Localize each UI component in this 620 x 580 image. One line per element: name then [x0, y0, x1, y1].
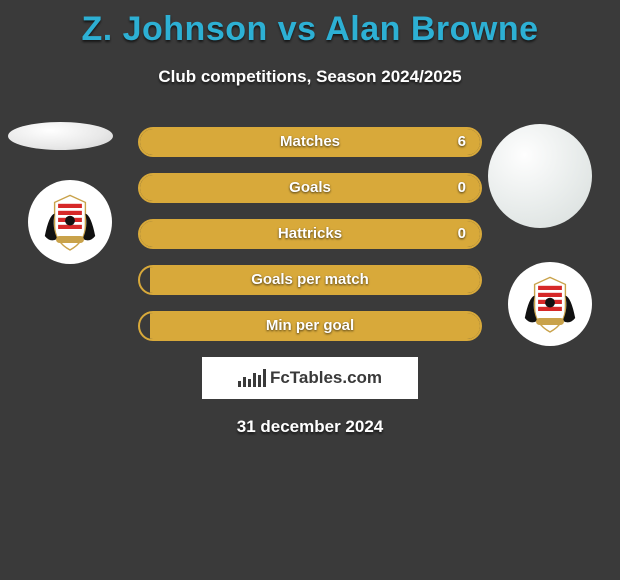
- title: Z. Johnson vs Alan Browne: [0, 0, 620, 49]
- stat-value-right: 0: [458, 221, 466, 247]
- stat-value-right: 0: [458, 175, 466, 201]
- sunderland-crest-icon: [515, 269, 585, 339]
- stat-label: Matches: [140, 129, 480, 155]
- stat-row: Goals per match: [138, 265, 482, 295]
- stat-label: Min per goal: [140, 313, 480, 339]
- stat-label: Goals: [140, 175, 480, 201]
- club-badge-left: [28, 180, 112, 264]
- stats-table: Matches6Goals0Hattricks0Goals per matchM…: [138, 127, 482, 341]
- stat-value-right: 6: [458, 129, 466, 155]
- stat-label: Hattricks: [140, 221, 480, 247]
- date-label: 31 december 2024: [0, 417, 620, 437]
- site-logo-text: FcTables.com: [270, 368, 382, 388]
- subtitle: Club competitions, Season 2024/2025: [0, 67, 620, 87]
- stat-row: Hattricks0: [138, 219, 482, 249]
- site-logo: FcTables.com: [202, 357, 418, 399]
- stat-label: Goals per match: [140, 267, 480, 293]
- player-left-avatar: [8, 122, 113, 150]
- stat-row: Min per goal: [138, 311, 482, 341]
- stat-row: Goals0: [138, 173, 482, 203]
- stat-row: Matches6: [138, 127, 482, 157]
- logo-bars-icon: [238, 369, 266, 387]
- club-badge-right: [508, 262, 592, 346]
- player-right-avatar: [488, 124, 592, 228]
- sunderland-crest-icon: [35, 187, 105, 257]
